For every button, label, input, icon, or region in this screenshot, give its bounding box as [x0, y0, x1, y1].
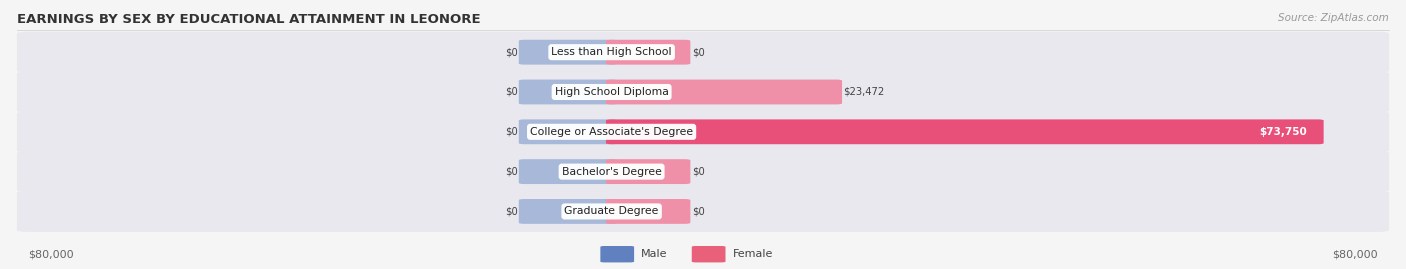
FancyBboxPatch shape: [606, 119, 1323, 144]
FancyBboxPatch shape: [17, 111, 1389, 152]
Text: $0: $0: [505, 206, 517, 217]
FancyBboxPatch shape: [519, 159, 617, 184]
Text: $0: $0: [692, 167, 704, 177]
FancyBboxPatch shape: [519, 80, 617, 104]
Text: Source: ZipAtlas.com: Source: ZipAtlas.com: [1278, 13, 1389, 23]
FancyBboxPatch shape: [17, 32, 1389, 73]
Text: Male: Male: [641, 249, 668, 259]
Text: $0: $0: [505, 127, 517, 137]
Text: EARNINGS BY SEX BY EDUCATIONAL ATTAINMENT IN LEONORE: EARNINGS BY SEX BY EDUCATIONAL ATTAINMEN…: [17, 13, 481, 26]
Text: $80,000: $80,000: [1333, 249, 1378, 259]
FancyBboxPatch shape: [606, 159, 690, 184]
Text: $23,472: $23,472: [844, 87, 884, 97]
FancyBboxPatch shape: [519, 40, 617, 65]
FancyBboxPatch shape: [600, 246, 634, 263]
FancyBboxPatch shape: [519, 119, 617, 144]
FancyBboxPatch shape: [17, 72, 1389, 112]
FancyBboxPatch shape: [606, 40, 690, 65]
Text: $0: $0: [505, 167, 517, 177]
FancyBboxPatch shape: [519, 199, 617, 224]
Text: $0: $0: [692, 206, 704, 217]
Text: Female: Female: [733, 249, 773, 259]
Text: $0: $0: [505, 47, 517, 57]
FancyBboxPatch shape: [606, 80, 842, 104]
Text: Bachelor's Degree: Bachelor's Degree: [561, 167, 662, 177]
Text: $0: $0: [692, 47, 704, 57]
Text: High School Diploma: High School Diploma: [555, 87, 668, 97]
Text: $0: $0: [505, 87, 517, 97]
Text: $73,750: $73,750: [1258, 127, 1306, 137]
FancyBboxPatch shape: [692, 246, 725, 263]
Text: Less than High School: Less than High School: [551, 47, 672, 57]
Text: $80,000: $80,000: [28, 249, 73, 259]
FancyBboxPatch shape: [606, 199, 690, 224]
Text: College or Associate's Degree: College or Associate's Degree: [530, 127, 693, 137]
FancyBboxPatch shape: [17, 151, 1389, 192]
FancyBboxPatch shape: [17, 191, 1389, 232]
Text: Graduate Degree: Graduate Degree: [564, 206, 659, 217]
